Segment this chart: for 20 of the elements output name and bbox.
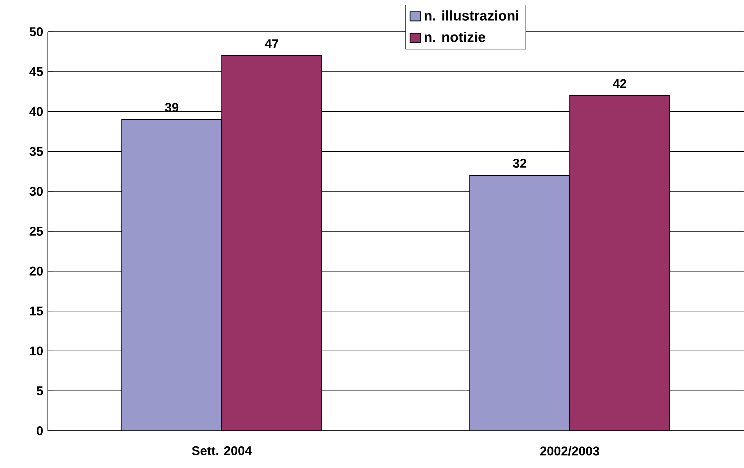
y-tick-label: 40 — [30, 107, 43, 116]
y-tick-label: 50 — [30, 28, 43, 36]
y-tick-label: 35 — [30, 147, 44, 156]
y-tick-label: 10 — [30, 346, 43, 356]
y-tick-label: 30 — [30, 187, 43, 196]
legend-label: n. illustrazioni — [424, 10, 518, 21]
x-tick-label: Sett. 2004 — [192, 446, 252, 456]
y-tick-label: 25 — [30, 227, 44, 236]
data-label: 32 — [513, 159, 527, 168]
data-label: 42 — [613, 79, 627, 88]
legend-label: n. notizie — [424, 32, 486, 42]
y-tick-label: 45 — [30, 67, 44, 76]
x-tick-label: 2002/2003 — [540, 446, 600, 456]
y-tick-label: 5 — [36, 386, 44, 396]
bar — [470, 175, 570, 431]
y-tick-label: 0 — [36, 426, 43, 436]
y-tick-label: 15 — [30, 306, 44, 316]
y-tick-label: 20 — [30, 266, 43, 276]
data-label: 47 — [265, 40, 278, 48]
bar — [122, 119, 222, 431]
